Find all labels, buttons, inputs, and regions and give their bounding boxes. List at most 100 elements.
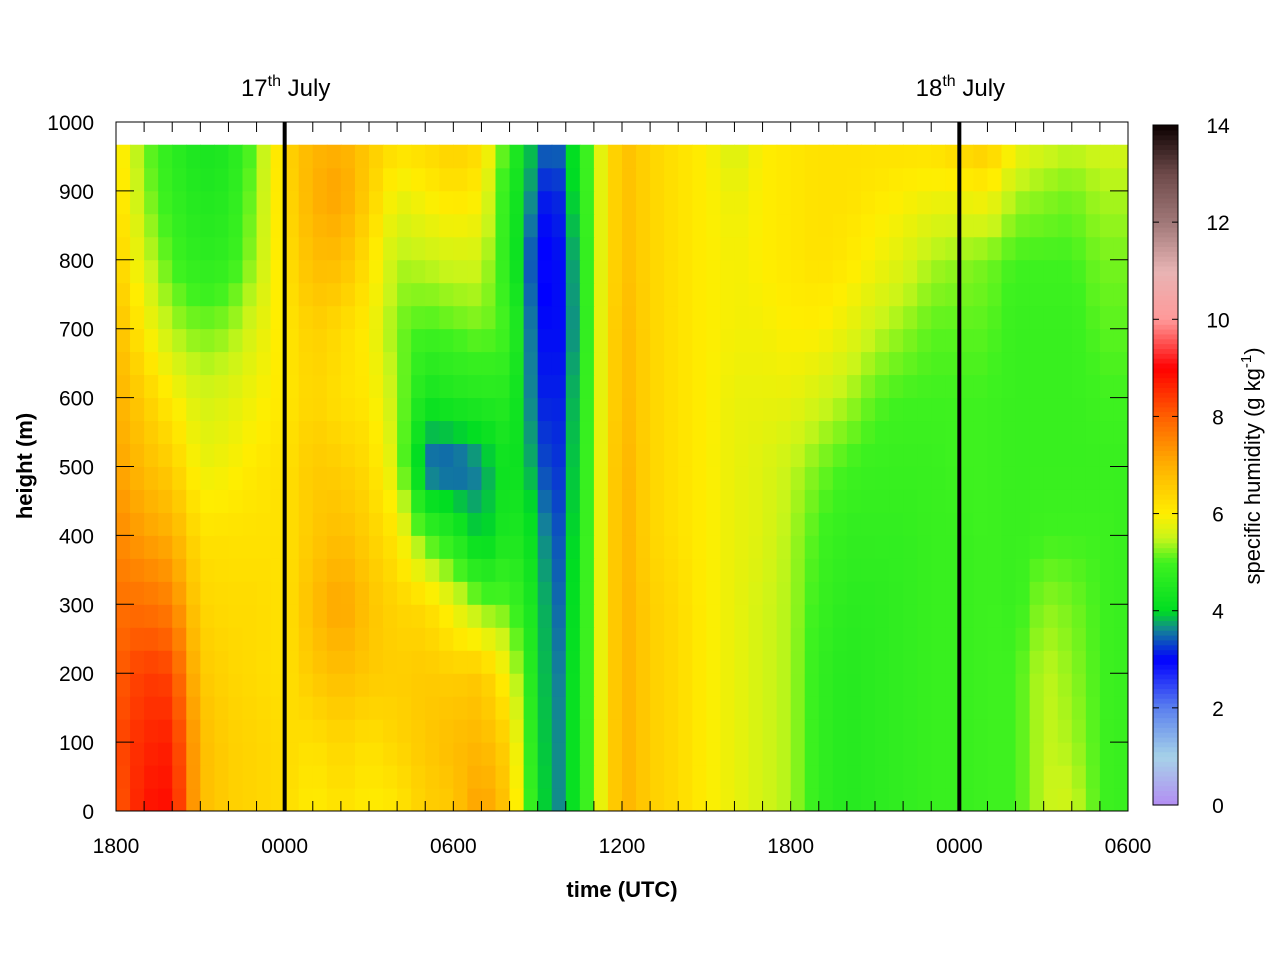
- heatmap-cell: [1113, 673, 1128, 697]
- heatmap-cell: [987, 489, 1003, 513]
- heatmap-cell: [706, 673, 721, 697]
- heatmap-cell: [354, 397, 370, 422]
- heatmap-cell: [242, 213, 258, 238]
- heatmap-cell: [144, 190, 159, 215]
- heatmap-cell: [734, 466, 750, 490]
- heatmap-cell: [790, 236, 806, 261]
- heatmap-cell: [411, 466, 426, 490]
- heatmap-cell: [565, 305, 581, 330]
- heatmap-cell: [326, 581, 342, 605]
- heatmap-cell: [1057, 305, 1073, 330]
- heatmap-cell: [1001, 236, 1017, 261]
- heatmap-cell: [214, 742, 230, 766]
- heatmap-cell: [1099, 374, 1115, 399]
- heatmap-cell: [1085, 167, 1101, 192]
- heatmap-cell: [495, 351, 511, 376]
- heatmap-cell: [776, 604, 792, 628]
- heatmap-cell: [987, 581, 1003, 605]
- heatmap-cell: [917, 351, 932, 376]
- heatmap-cell: [959, 420, 974, 444]
- heatmap-cell: [116, 558, 131, 582]
- heatmap-cell: [818, 466, 834, 490]
- heatmap-cell: [678, 374, 693, 399]
- heatmap-cell: [116, 397, 131, 422]
- heatmap-cell: [734, 558, 750, 582]
- heatmap-cell: [748, 213, 764, 238]
- heatmap-cell: [790, 443, 806, 467]
- heatmap-cell: [720, 443, 736, 467]
- heatmap-cell: [1001, 374, 1017, 399]
- heatmap-cell: [200, 581, 215, 605]
- heatmap-cell: [903, 144, 918, 169]
- heatmap-cell: [144, 604, 159, 628]
- colorbar-segment: [1153, 440, 1178, 447]
- heatmap-cell: [846, 282, 862, 307]
- heatmap-cell: [1043, 443, 1059, 467]
- heatmap-cell: [242, 236, 258, 261]
- heatmap-cell: [607, 673, 623, 697]
- heatmap-cell: [200, 535, 215, 559]
- heatmap-cell: [1001, 443, 1017, 467]
- heatmap-cell: [622, 443, 637, 467]
- heatmap-cell: [509, 581, 525, 605]
- heatmap-cell: [804, 374, 820, 399]
- heatmap-cell: [439, 535, 454, 559]
- heatmap-cell: [509, 696, 525, 720]
- heatmap-cell: [931, 420, 946, 444]
- heatmap-cell: [312, 673, 328, 697]
- heatmap-cell: [495, 650, 511, 674]
- heatmap-cell: [256, 742, 272, 766]
- heatmap-cell: [959, 466, 974, 490]
- heatmap-cell: [186, 144, 201, 169]
- heatmap-cell: [312, 742, 328, 766]
- heatmap-cell: [565, 443, 581, 467]
- heatmap-cell: [228, 167, 244, 192]
- heatmap-cell: [931, 351, 946, 376]
- heatmap-cell: [903, 765, 918, 789]
- colorbar-segment: [1153, 785, 1178, 792]
- heatmap-cell: [495, 328, 511, 353]
- heatmap-cell: [340, 512, 356, 536]
- heatmap-cell: [411, 696, 426, 720]
- heatmap-cell: [411, 673, 426, 697]
- heatmap-cell: [298, 144, 314, 169]
- heatmap-cell: [383, 259, 398, 284]
- heatmap-cell: [762, 190, 778, 215]
- heatmap-cell: [720, 420, 736, 444]
- heatmap-cell: [439, 558, 454, 582]
- heatmap-cell: [228, 558, 244, 582]
- heatmap-cell: [214, 512, 230, 536]
- heatmap-cell: [959, 788, 974, 811]
- heatmap-cell: [425, 719, 440, 743]
- heatmap-cell: [1015, 650, 1031, 674]
- heatmap-cell: [537, 397, 553, 422]
- heatmap-cell: [397, 236, 412, 261]
- heatmap-cell: [312, 144, 328, 169]
- heatmap-cell: [284, 558, 300, 582]
- heatmap-cell: [579, 788, 595, 811]
- heatmap-cell: [1029, 305, 1045, 330]
- heatmap-cell: [860, 351, 876, 376]
- heatmap-cell: [467, 627, 483, 651]
- heatmap-cell: [748, 581, 764, 605]
- heatmap-cell: [720, 259, 736, 284]
- heatmap-cell: [369, 719, 384, 743]
- heatmap-cell: [439, 673, 454, 697]
- heatmap-cell: [537, 167, 553, 192]
- heatmap-cell: [987, 742, 1003, 766]
- heatmap-cell: [172, 788, 187, 811]
- heatmap-cell: [762, 512, 778, 536]
- heatmap-cell: [1099, 190, 1115, 215]
- heatmap-cell: [846, 558, 862, 582]
- heatmap-cell: [467, 742, 483, 766]
- heatmap-cell: [270, 489, 286, 513]
- heatmap-cell: [397, 512, 412, 536]
- heatmap-cell: [425, 696, 440, 720]
- heatmap-cell: [748, 512, 764, 536]
- heatmap-cell: [523, 650, 539, 674]
- heatmap-cell: [1015, 719, 1031, 743]
- heatmap-cell: [242, 581, 258, 605]
- heatmap-cell: [678, 328, 693, 353]
- heatmap-cell: [607, 144, 623, 169]
- heatmap-cell: [523, 719, 539, 743]
